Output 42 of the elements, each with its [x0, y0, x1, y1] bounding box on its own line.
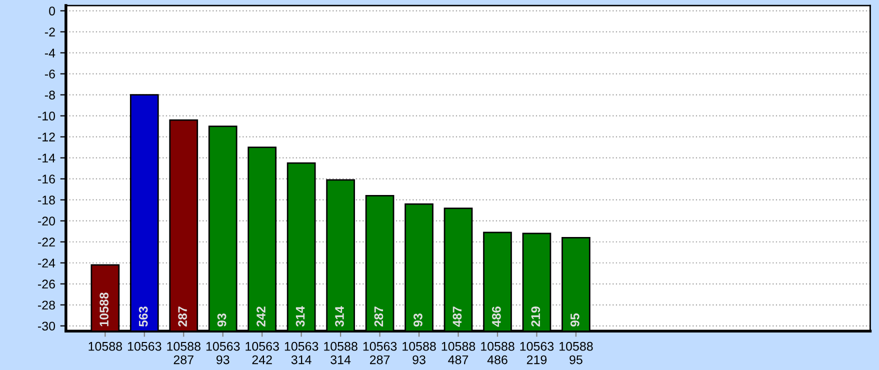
y-tick-label: -12	[38, 132, 55, 142]
annotation: 487	[452, 306, 462, 327]
y-tick-label: -24	[38, 258, 56, 268]
y-tick-label: -20	[38, 216, 56, 226]
annotation: 93	[217, 313, 226, 327]
x-tick-label: 10563 314	[284, 342, 318, 364]
annotation: 314	[335, 306, 344, 327]
y-tick-label: -6	[44, 70, 55, 78]
x-tick-label: 10588 314	[324, 342, 358, 364]
annotation: 563	[138, 306, 148, 327]
annotation: 219	[531, 306, 540, 327]
x-tick-label: 10563	[128, 342, 162, 351]
y-tick-label: -2	[44, 28, 55, 36]
y-tick-label: -8	[44, 90, 55, 100]
y-tick-label: -22	[38, 238, 55, 246]
annotation: 486	[492, 306, 501, 327]
y-tick-label: 0	[49, 6, 56, 16]
annotation: 95	[570, 313, 580, 327]
annotation: 242	[256, 306, 266, 327]
y-tick-label: -4	[44, 48, 56, 58]
x-tick-label: 10588 287	[167, 342, 200, 364]
x-tick-label: 10563 219	[520, 342, 554, 364]
y-tick-label: -26	[38, 280, 55, 289]
x-tick-label: 10588 95	[560, 342, 593, 364]
y-tick-label: -14	[38, 154, 56, 162]
annotation: 314	[296, 306, 305, 327]
annotation: 287	[374, 306, 384, 327]
x-tick-label: 10588	[88, 342, 122, 351]
y-tick-label: -16	[38, 174, 55, 184]
x-tick-label: 10588 93	[402, 342, 436, 364]
y-tick-label: -18	[38, 196, 55, 205]
annotation: 93	[414, 313, 422, 327]
annotation: 10588	[100, 292, 109, 326]
x-tick-label: 10563 93	[206, 342, 240, 364]
x-tick-label: 10563 242	[246, 342, 279, 364]
x-tick-label: 10588 487	[442, 342, 476, 364]
y-tick-label: -10	[38, 112, 56, 120]
annotation: 287	[178, 306, 187, 327]
y-tick-label: -28	[38, 300, 55, 310]
y-tick-label: -30	[38, 322, 56, 331]
x-tick-label: 10588 486	[481, 342, 514, 364]
x-tick-label: 10563 287	[363, 342, 397, 364]
